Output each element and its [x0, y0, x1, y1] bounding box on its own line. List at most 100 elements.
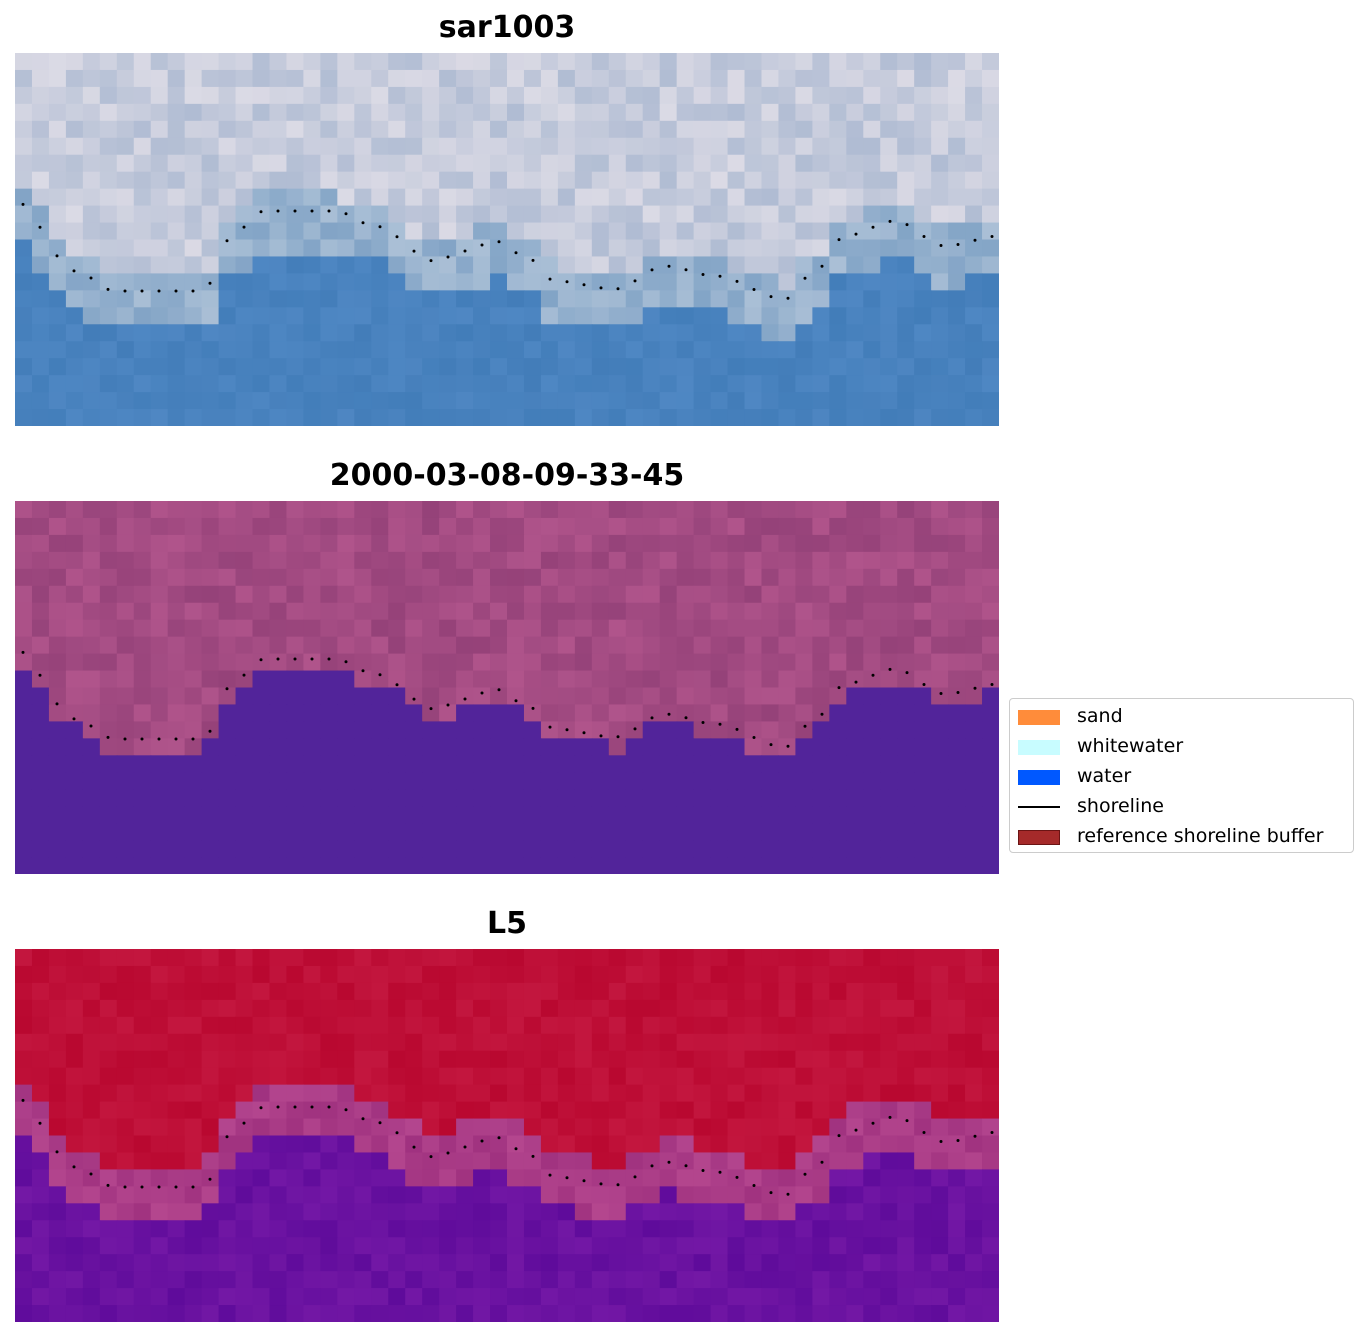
raster-pixel — [761, 840, 780, 858]
raster-pixel — [948, 653, 966, 672]
raster-pixel — [167, 1288, 186, 1306]
raster-pixel — [523, 358, 542, 376]
raster-pixel — [897, 1152, 915, 1170]
panel-title-3: L5 — [487, 906, 527, 941]
raster-pixel — [269, 1118, 288, 1137]
raster-pixel — [473, 307, 491, 325]
raster-pixel — [829, 1288, 847, 1306]
raster-pixel — [727, 222, 746, 241]
raster-pixel — [897, 103, 915, 122]
raster-pixel — [863, 687, 881, 706]
raster-pixel — [931, 307, 949, 325]
shoreline-point — [378, 1121, 382, 1125]
raster-pixel — [15, 721, 33, 739]
shoreline-point — [191, 289, 195, 293]
raster-pixel — [727, 602, 746, 621]
raster-pixel — [201, 840, 220, 858]
raster-pixel — [965, 154, 983, 173]
raster-pixel — [65, 256, 84, 274]
raster-pixel — [931, 1152, 949, 1170]
raster-pixel — [744, 1135, 763, 1154]
raster-pixel — [829, 551, 847, 570]
raster-pixel — [574, 755, 593, 773]
raster-pixel — [965, 1101, 983, 1120]
raster-pixel — [523, 840, 542, 858]
raster-pixel — [337, 188, 355, 207]
raster-pixel — [371, 1254, 389, 1272]
raster-pixel — [184, 653, 203, 672]
raster-pixel — [982, 171, 999, 190]
raster-pixel — [167, 789, 186, 807]
raster-pixel — [439, 392, 457, 410]
raster-pixel — [557, 501, 576, 519]
shoreline-point — [769, 295, 773, 299]
raster-pixel — [15, 704, 33, 722]
raster-pixel — [184, 1288, 203, 1306]
raster-pixel — [948, 1305, 966, 1322]
raster-pixel — [812, 273, 830, 291]
raster-pixel — [846, 755, 864, 773]
raster-pixel — [625, 1237, 644, 1255]
raster-pixel — [116, 1237, 135, 1255]
raster-pixel — [456, 1220, 474, 1238]
raster-pixel — [523, 205, 542, 224]
raster-pixel — [15, 517, 33, 536]
raster-pixel — [625, 1067, 644, 1086]
raster-pixel — [184, 1271, 203, 1289]
raster-pixel — [456, 653, 474, 672]
raster-pixel — [625, 1271, 644, 1289]
raster-pixel — [965, 999, 983, 1018]
raster-pixel — [676, 738, 695, 756]
raster-pixel — [184, 239, 203, 258]
raster-pixel — [642, 568, 661, 587]
raster-pixel — [507, 375, 525, 393]
raster-pixel — [982, 789, 999, 807]
raster-pixel — [829, 1050, 847, 1069]
raster-pixel — [65, 154, 84, 173]
raster-pixel — [642, 1101, 661, 1120]
raster-pixel — [982, 409, 999, 426]
raster-pixel — [303, 69, 321, 88]
raster-pixel — [795, 222, 813, 241]
raster-pixel — [778, 551, 797, 570]
raster-pixel — [235, 341, 254, 359]
raster-pixel — [150, 738, 169, 756]
raster-pixel — [625, 154, 644, 173]
raster-pixel — [982, 1067, 999, 1086]
raster-pixel — [931, 375, 949, 393]
raster-pixel — [388, 949, 406, 967]
raster-pixel — [303, 1152, 321, 1170]
raster-pixel — [676, 1067, 695, 1086]
raster-pixel — [693, 982, 712, 1001]
raster-pixel — [167, 1220, 186, 1238]
raster-pixel — [676, 375, 695, 393]
shoreline-point — [225, 687, 229, 691]
shoreline-point — [123, 289, 127, 293]
raster-pixel — [557, 392, 576, 410]
legend-label-whitewater: whitewater — [1077, 735, 1184, 757]
raster-pixel — [761, 1152, 780, 1170]
raster-pixel — [710, 568, 729, 587]
raster-pixel — [82, 551, 101, 570]
raster-pixel — [286, 392, 305, 410]
raster-pixel — [880, 965, 898, 984]
raster-pixel — [82, 86, 101, 105]
raster-pixel — [574, 1203, 593, 1221]
raster-pixel — [320, 239, 338, 258]
raster-pixel — [48, 806, 67, 824]
shoreline-point — [599, 1182, 603, 1186]
raster-pixel — [337, 1016, 355, 1035]
raster-pixel — [388, 551, 406, 570]
raster-pixel — [31, 619, 50, 638]
raster-pixel — [48, 154, 67, 173]
raster-pixel — [320, 86, 338, 105]
raster-pixel — [15, 137, 33, 156]
raster-pixel — [880, 789, 898, 807]
raster-pixel — [337, 534, 355, 553]
raster-pixel — [914, 501, 932, 519]
raster-pixel — [116, 823, 135, 841]
raster-pixel — [388, 273, 406, 291]
raster-pixel — [99, 1305, 118, 1322]
raster-pixel — [914, 341, 932, 359]
raster-pixel — [201, 501, 220, 519]
